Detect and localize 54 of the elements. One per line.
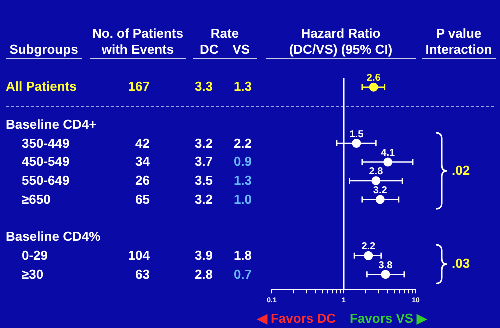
data-label: 0.7 xyxy=(232,266,254,283)
text: No. of Patients with Events xyxy=(91,26,184,58)
data-label: .03 xyxy=(452,256,470,272)
data-label: 1.3 xyxy=(232,172,254,189)
data-label: 2.2 xyxy=(232,136,254,152)
data-label: 3.2 xyxy=(373,185,388,196)
category-label: 450-549 xyxy=(22,154,70,170)
category-label: 350-449 xyxy=(22,136,70,152)
text: P value Interaction xyxy=(424,26,494,58)
data-label: 1.5 xyxy=(350,129,364,140)
data-label: 104 xyxy=(128,248,150,264)
data-label: 1.8 xyxy=(232,248,254,264)
point xyxy=(384,158,393,167)
text: Subgroups xyxy=(10,42,78,58)
data-label: .02 xyxy=(452,162,470,179)
point xyxy=(376,195,385,204)
point xyxy=(369,82,378,92)
legend-title: Rate xyxy=(210,26,240,42)
data-label: 0.9 xyxy=(232,154,254,170)
data-label: 1.3 xyxy=(232,79,254,96)
point xyxy=(364,251,374,260)
point xyxy=(381,270,390,280)
data-label: 1.0 xyxy=(232,192,254,208)
data-label: 2.2 xyxy=(362,242,376,253)
data-label: 3.5 xyxy=(194,172,214,189)
text: DC xyxy=(200,42,219,58)
data-label: 34 xyxy=(136,154,150,170)
data-label: 4.1 xyxy=(381,148,396,160)
data-label: 3.9 xyxy=(194,248,214,264)
data-label: 3.8 xyxy=(378,260,394,272)
category-label: All Patients xyxy=(6,79,77,96)
data-label: 3.2 xyxy=(194,192,214,208)
data-label: 26 xyxy=(136,172,150,189)
data-label: 42 xyxy=(136,136,150,152)
data-label: 2.8 xyxy=(369,166,384,178)
data-label: 3.7 xyxy=(194,154,214,170)
chart-title: Hazard Ratio (DC/VS) (95% CI) xyxy=(288,26,394,58)
text: VS xyxy=(232,42,250,58)
category-label: Baseline CD4% xyxy=(6,229,101,246)
data-label: 3.3 xyxy=(194,79,214,96)
category-label: ≥30 xyxy=(22,266,44,283)
data-label: 167 xyxy=(128,79,150,96)
category-label: ≥650 xyxy=(22,192,51,208)
data-label: 2.8 xyxy=(194,266,214,283)
category-label: 0-29 xyxy=(22,248,48,264)
category-label: 550-649 xyxy=(22,172,70,189)
data-label: 2.6 xyxy=(366,73,382,84)
text: ◀ Favors DC xyxy=(256,311,337,326)
point xyxy=(372,176,381,186)
text: Favors VS ▶ xyxy=(350,311,428,326)
data-label: 3.2 xyxy=(194,136,214,152)
category-label: Baseline CD4+ xyxy=(6,116,97,133)
data-label: 65 xyxy=(136,192,150,208)
data-label: 63 xyxy=(136,266,150,283)
